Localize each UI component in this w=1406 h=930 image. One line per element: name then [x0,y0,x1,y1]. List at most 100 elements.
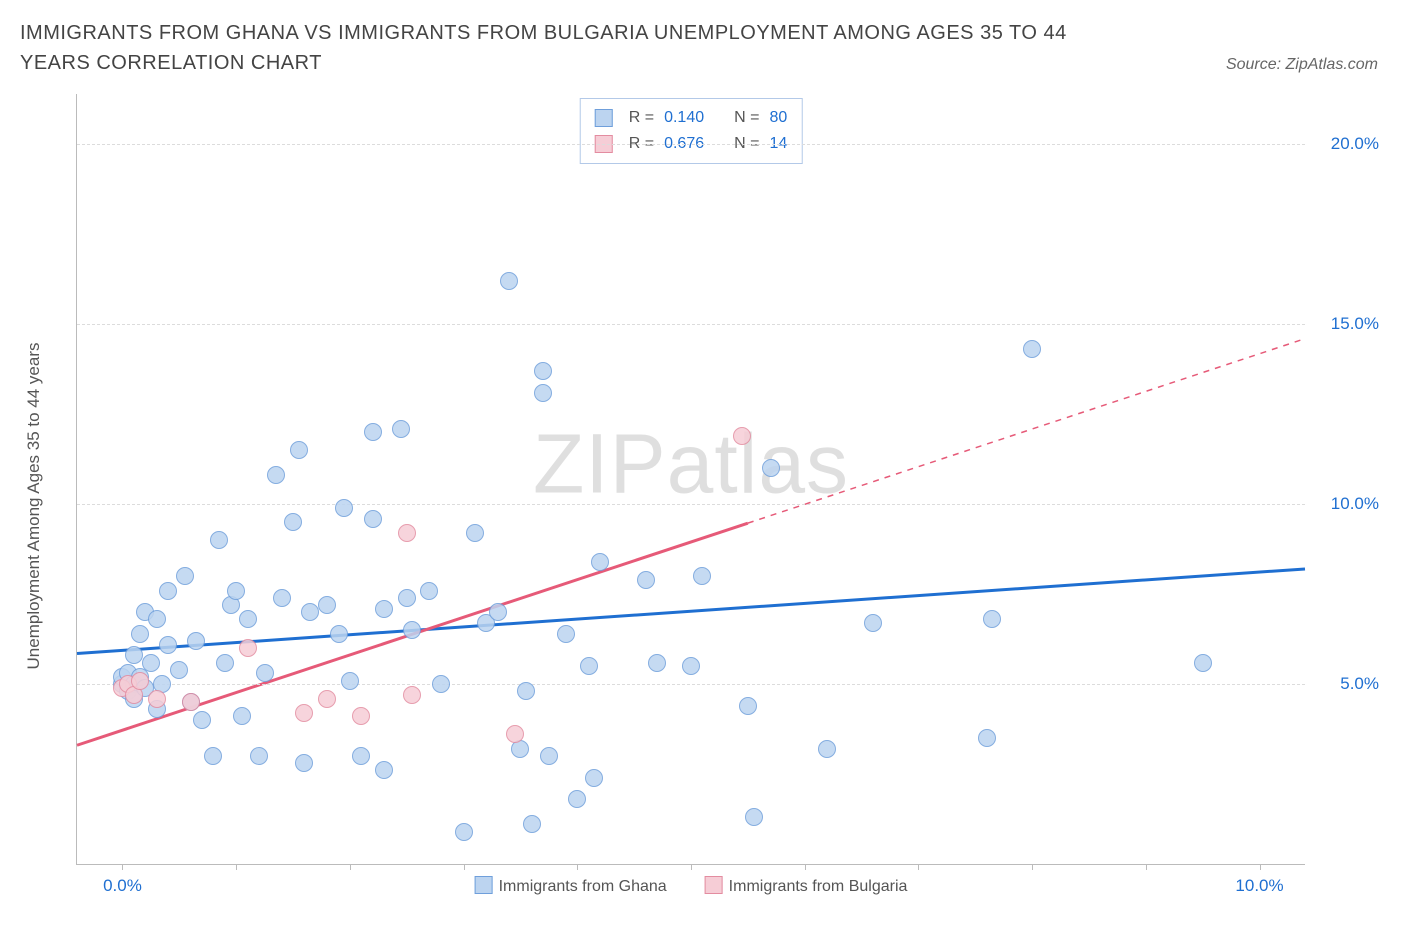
data-point-ghana [335,499,353,517]
data-point-ghana [364,510,382,528]
data-point-bulgaria [148,690,166,708]
data-point-ghana [295,754,313,772]
x-tick-label: 0.0% [103,876,142,896]
legend-swatch [705,876,723,894]
data-point-ghana [239,610,257,628]
data-point-ghana [489,603,507,621]
data-point-ghana [125,646,143,664]
x-tick [805,864,806,870]
data-point-ghana [330,625,348,643]
data-point-ghana [364,423,382,441]
x-tick [1260,864,1261,870]
legend-row: R = 0.140 N = 80 [595,105,788,131]
data-point-ghana [1194,654,1212,672]
data-point-ghana [341,672,359,690]
chart-title: IMMIGRANTS FROM GHANA VS IMMIGRANTS FROM… [20,18,1140,78]
data-point-ghana [301,603,319,621]
data-point-ghana [176,567,194,585]
data-point-bulgaria [295,704,313,722]
source-attribution: Source: ZipAtlas.com [1226,56,1378,78]
data-point-ghana [290,441,308,459]
gridline [77,684,1305,685]
data-point-bulgaria [398,524,416,542]
data-point-ghana [637,571,655,589]
data-point-ghana [193,711,211,729]
data-point-ghana [762,459,780,477]
legend-n-label: N = [734,105,759,131]
x-tick [122,864,123,870]
data-point-ghana [210,531,228,549]
data-point-ghana [585,769,603,787]
data-point-ghana [523,815,541,833]
y-tick-label: 10.0% [1319,494,1379,514]
regression-line-dashed-bulgaria [748,339,1305,523]
data-point-ghana [420,582,438,600]
data-point-ghana [517,682,535,700]
data-point-ghana [534,362,552,380]
data-point-bulgaria [131,672,149,690]
data-point-ghana [352,747,370,765]
data-point-bulgaria [239,639,257,657]
x-tick [350,864,351,870]
data-point-ghana [131,625,149,643]
data-point-ghana [318,596,336,614]
series-legend: Immigrants from Ghana Immigrants from Bul… [475,876,908,896]
data-point-bulgaria [352,707,370,725]
data-point-ghana [187,632,205,650]
watermark-bold: ZIP [533,416,667,510]
data-point-ghana [398,589,416,607]
data-point-bulgaria [403,686,421,704]
data-point-ghana [148,610,166,628]
data-point-ghana [159,636,177,654]
data-point-bulgaria [182,693,200,711]
legend-n-value: 80 [769,105,787,131]
data-point-ghana [392,420,410,438]
data-point-ghana [540,747,558,765]
data-point-ghana [978,729,996,747]
x-tick [236,864,237,870]
data-point-ghana [648,654,666,672]
data-point-ghana [284,513,302,531]
data-point-ghana [818,740,836,758]
data-point-ghana [568,790,586,808]
y-tick-label: 20.0% [1319,134,1379,154]
data-point-ghana [375,600,393,618]
x-tick [577,864,578,870]
data-point-bulgaria [318,690,336,708]
header-row: IMMIGRANTS FROM GHANA VS IMMIGRANTS FROM… [0,0,1406,78]
data-point-ghana [745,808,763,826]
gridline [77,504,1305,505]
x-tick [918,864,919,870]
legend-r-label: R = [629,105,654,131]
x-tick [1032,864,1033,870]
x-tick [1146,864,1147,870]
legend-r-value: 0.140 [664,105,704,131]
legend-item: Immigrants from Ghana [475,876,667,896]
data-point-ghana [534,384,552,402]
data-point-ghana [983,610,1001,628]
gridline [77,144,1305,145]
data-point-ghana [267,466,285,484]
watermark: ZIPatlas [533,415,849,512]
data-point-ghana [204,747,222,765]
y-axis-label: Unemployment Among Ages 35 to 44 years [24,343,44,670]
data-point-ghana [682,657,700,675]
data-point-bulgaria [733,427,751,445]
data-point-ghana [233,707,251,725]
plot-region: ZIPatlas R =0.140N =80R =0.676N =14 Immi… [76,94,1305,865]
gridline [77,324,1305,325]
legend-label: Immigrants from Bulgaria [729,878,908,895]
data-point-ghana [250,747,268,765]
data-point-bulgaria [506,725,524,743]
data-point-ghana [580,657,598,675]
data-point-ghana [227,582,245,600]
data-point-ghana [273,589,291,607]
data-point-ghana [557,625,575,643]
y-tick-label: 15.0% [1319,314,1379,334]
legend-swatch [595,109,613,127]
correlation-legend: R =0.140N =80R =0.676N =14 [580,98,803,164]
watermark-thin: atlas [667,416,849,510]
legend-swatch [475,876,493,894]
data-point-ghana [256,664,274,682]
data-point-ghana [591,553,609,571]
